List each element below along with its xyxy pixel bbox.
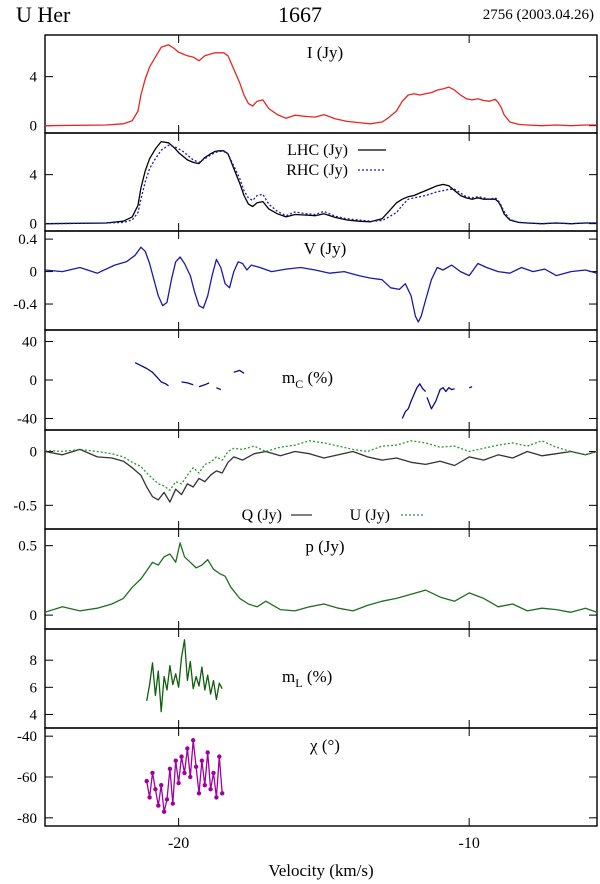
data-point xyxy=(196,791,202,796)
data-point xyxy=(176,780,181,786)
panel-label: p (Jy) xyxy=(305,537,344,556)
y-tick-label: -40 xyxy=(17,411,37,427)
y-tick-label: 4 xyxy=(30,168,38,184)
panel-chi: -40 -60 -80 χ (°) -20 -10 Velocity (km/s) xyxy=(17,727,598,880)
series-line xyxy=(198,382,210,388)
data-point xyxy=(185,746,190,751)
data-point xyxy=(156,803,161,808)
panel-label: χ (°) xyxy=(309,736,340,755)
panel-p: 0.5 0 p (Jy) xyxy=(18,528,598,630)
y-tick-label: 0 xyxy=(30,608,38,624)
data-point xyxy=(161,809,167,814)
series-line xyxy=(468,386,473,389)
data-point xyxy=(217,754,222,759)
panel-ml: 8 6 4 mL (%) xyxy=(30,628,598,729)
y-tick-label: 0 xyxy=(30,445,38,461)
data-point xyxy=(202,782,207,788)
legend-label: RHC (Jy) xyxy=(286,162,348,179)
y-tick-label: -80 xyxy=(17,811,37,827)
y-tick-label: 0 xyxy=(30,217,38,233)
panel-frame xyxy=(44,429,598,530)
y-tick-label: 0.5 xyxy=(18,539,37,555)
series-line xyxy=(134,362,169,387)
y-tick-label: 8 xyxy=(30,653,38,669)
plot-area xyxy=(134,362,473,419)
x-tick-label: -20 xyxy=(168,835,189,852)
plot-area xyxy=(45,246,597,323)
y-tick-label: -0.5 xyxy=(13,498,37,514)
y-tick-label: 4 xyxy=(30,707,38,723)
data-point xyxy=(173,758,178,763)
series-line xyxy=(45,246,597,323)
panel-linear: 0 -0.5 Q (Jy) U (Jy) xyxy=(13,429,598,530)
legend-label: Q (Jy) xyxy=(242,507,282,524)
panel-mc: 40 0 -40 mC (%) xyxy=(17,329,598,431)
x-axis-label: Velocity (km/s) xyxy=(268,861,373,880)
panel-label: mL (%) xyxy=(282,667,332,690)
data-point xyxy=(211,770,216,776)
series-line xyxy=(45,140,597,225)
data-point xyxy=(167,766,173,772)
series-line xyxy=(146,739,223,813)
series-line xyxy=(216,387,222,391)
data-point xyxy=(144,778,149,784)
panel-label: V (Jy) xyxy=(304,239,347,258)
y-tick-label: 0 xyxy=(30,119,38,135)
data-point xyxy=(179,754,184,759)
series-line xyxy=(45,542,597,613)
series-line xyxy=(426,387,455,410)
series-line xyxy=(45,440,597,491)
y-tick-label: 4 xyxy=(30,70,38,86)
legend-label: LHC (Jy) xyxy=(287,142,348,159)
panel-stokes-i: 0 4 I (Jy) xyxy=(30,34,598,135)
y-tick-label: 0 xyxy=(30,265,38,281)
series-line xyxy=(233,369,245,374)
y-tick-label: -40 xyxy=(17,729,37,745)
panel-label: mC (%) xyxy=(282,368,333,391)
data-point xyxy=(159,782,164,788)
panel-circular: 0 4 LHC (Jy) RHC (Jy) xyxy=(30,132,598,233)
plot-area xyxy=(45,140,597,225)
data-point xyxy=(220,791,225,796)
data-point xyxy=(153,787,158,792)
data-point xyxy=(190,738,196,743)
data-point xyxy=(147,795,152,800)
data-point xyxy=(164,797,170,802)
data-point xyxy=(199,758,205,763)
x-tick-label: -10 xyxy=(459,835,480,852)
data-point xyxy=(208,787,213,792)
plot-area xyxy=(45,440,597,503)
series-line xyxy=(146,639,223,713)
y-tick-label: 0 xyxy=(30,373,38,389)
data-point xyxy=(182,770,187,776)
series-line xyxy=(181,381,194,386)
plot-area xyxy=(45,542,597,613)
data-point xyxy=(214,795,219,800)
plot-area xyxy=(144,738,225,814)
y-tick-label: -60 xyxy=(17,770,37,786)
plot-area xyxy=(146,639,223,713)
data-point xyxy=(205,750,210,755)
plot-area xyxy=(45,44,597,127)
data-point xyxy=(170,801,176,806)
y-tick-label: 6 xyxy=(30,680,38,696)
series-line xyxy=(45,44,597,127)
scan-info: 2756 (2003.04.26) xyxy=(482,7,594,23)
legend-label: U (Jy) xyxy=(350,507,390,524)
series-line xyxy=(401,383,427,419)
panel-stokes-v: 0.4 0 -0.4 V (Jy) xyxy=(13,230,598,331)
series-line xyxy=(45,448,597,503)
y-tick-label: 0.4 xyxy=(18,232,37,248)
panel-label: I (Jy) xyxy=(307,43,343,62)
y-tick-label: -0.4 xyxy=(13,297,37,313)
y-tick-label: 40 xyxy=(22,335,37,351)
data-point xyxy=(193,764,199,769)
object-name: U Her xyxy=(16,2,71,27)
data-point xyxy=(150,770,155,776)
line-frequency: 1667 xyxy=(278,2,322,27)
data-point xyxy=(188,774,193,780)
